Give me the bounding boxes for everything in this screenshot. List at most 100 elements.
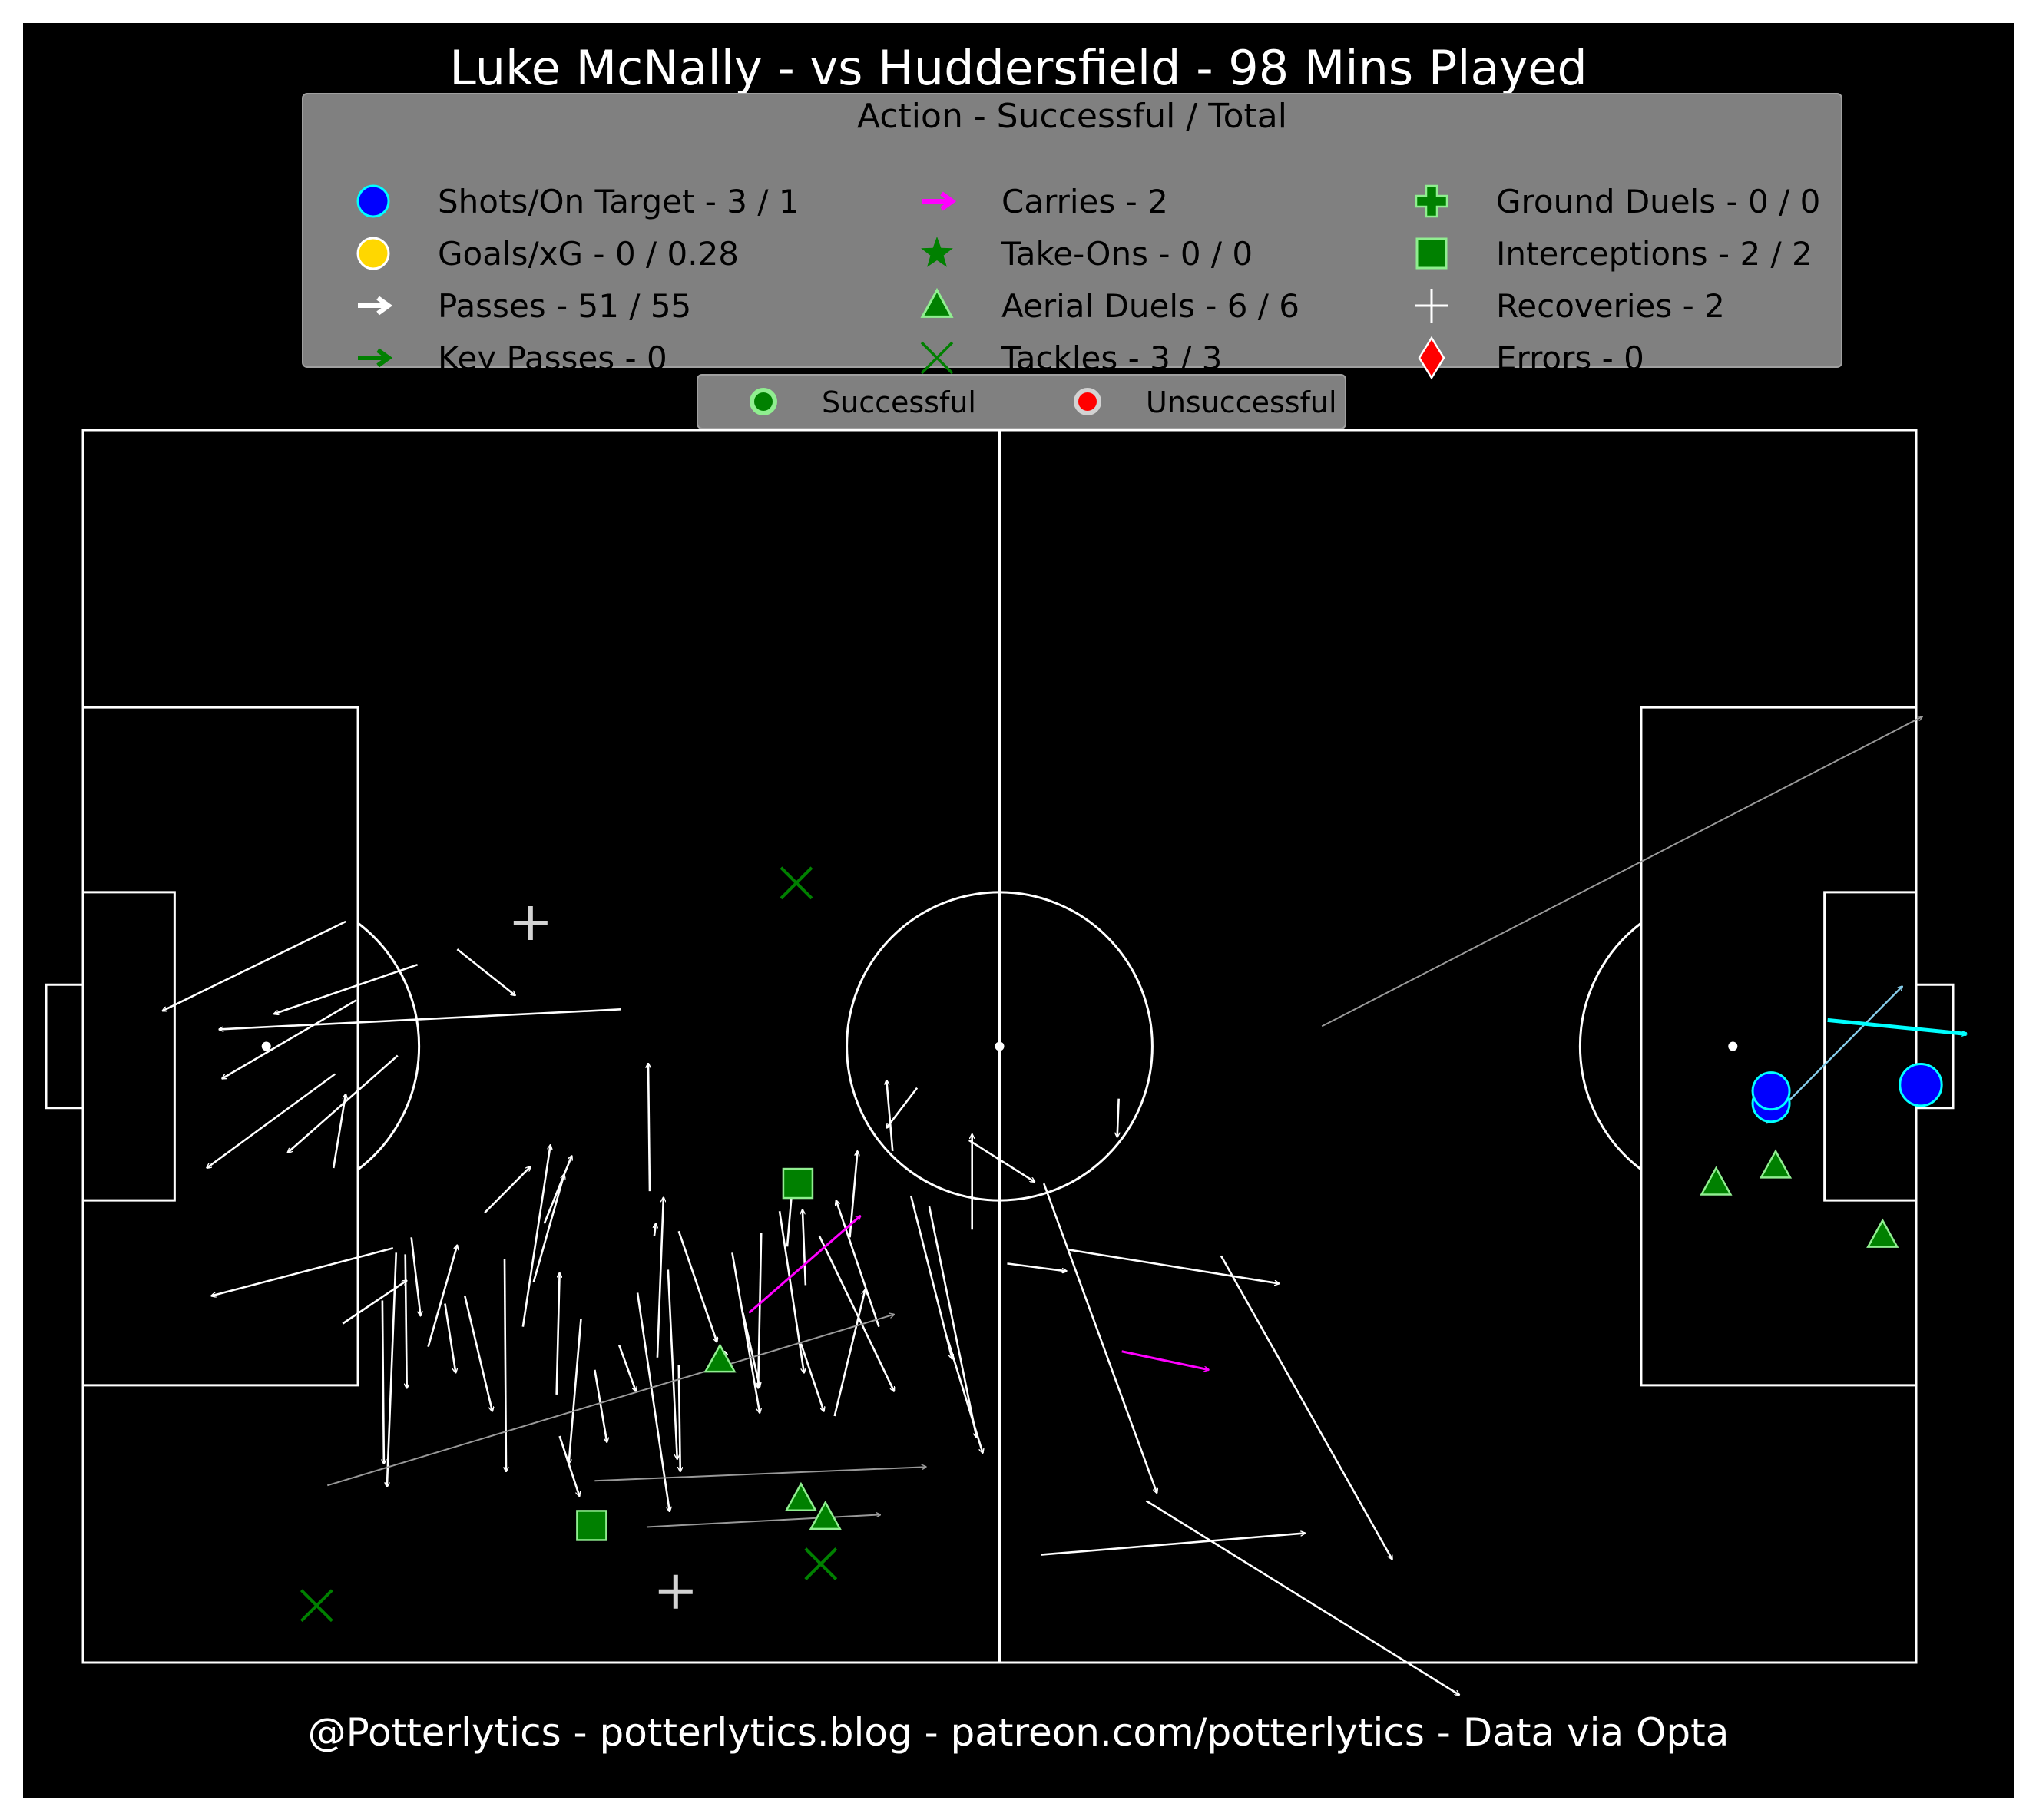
chart-title: Luke McNally - vs Huddersfield - 98 Mins… [449,40,1587,96]
pass-arrow [332,1094,346,1169]
pass-arrow [444,1303,455,1373]
left-penalty-spot [261,1041,271,1051]
pass-arrow [656,1197,664,1358]
incomplete-pass-arrow [326,1315,894,1487]
pass-arrow [648,1064,650,1192]
diamond-icon [1418,336,1445,380]
pass-arrow [886,1087,919,1128]
legend-label: Passes - 51 / 55 [438,287,691,325]
carry-arrow-icon [922,191,957,211]
legend-label: Shots/On Target - 3 / 1 [438,183,800,220]
unsuccessful-dot-icon [1074,388,1101,415]
shot-marker [1899,1062,1943,1107]
outcome-items: Successful Unsuccessful [750,386,1337,419]
pass-arrow [162,920,346,1012]
shot-marker [1751,1071,1791,1111]
pass-arrow [1007,1262,1067,1271]
pass-arrow [800,1343,824,1411]
pass-arrow [1041,1533,1305,1556]
pass-arrow [1220,1255,1393,1559]
incomplete-pass-arrow [1321,716,1922,1027]
pass-arrow [786,1193,792,1247]
pass-arrow [1068,1249,1280,1283]
aerial-duel-marker [1759,1149,1793,1179]
pitch [45,429,1955,1664]
legend-label: Errors - 0 [1496,339,1644,377]
pass-arrow [464,1296,492,1411]
pass-arrow [617,1345,636,1391]
pass-arrow [219,1008,621,1029]
centre-circle [846,891,1154,1202]
pass-arrow [211,1247,394,1296]
pass-arrow [521,1145,551,1327]
left-penalty-area [81,706,359,1387]
pass-arrow [677,1230,717,1342]
key-pass-arrow-icon-head [376,348,393,368]
pass-arrow [654,1223,656,1236]
aerial-duel-marker [809,1500,842,1530]
x-cross-icon [920,341,954,375]
interception-marker [576,1510,607,1541]
pass-arrow [406,1254,407,1388]
left-goal [45,983,84,1110]
shot-circle-icon [356,184,390,218]
pass-arrow [555,1272,560,1395]
recovery-marker [658,1574,693,1609]
right-penalty-arc [1578,922,1642,1171]
pass-arrow [569,1319,582,1464]
left-six-yard-box [81,891,176,1202]
incomplete-pass-arrow [646,1514,880,1528]
centre-spot [995,1041,1005,1051]
aerial-duel-marker [1866,1218,1899,1248]
pass-arrow [532,1174,564,1282]
pass-arrow [382,1300,384,1464]
tackle-marker [804,1547,838,1581]
pass-arrow-icon [358,296,393,316]
aerial-duel-marker [784,1481,818,1511]
plus-filled-icon [1415,184,1448,218]
pass-arrow [1042,1183,1157,1493]
chart-marks [162,716,1966,1695]
pass-arrow [543,1156,572,1224]
pass-arrow [222,999,357,1078]
pass-arrow [387,1252,398,1487]
legend-label: Tackles - 3 / 3 [1001,339,1222,377]
pass-map-chart: Luke McNally - vs Huddersfield - 98 Mins… [45,40,2014,1755]
pass-arrow [274,963,419,1014]
chart-footer: @Potterlytics - potterlytics.blog - patr… [308,1710,1730,1755]
pass-arrow [778,1210,804,1373]
pass-arrow [946,1339,983,1453]
legend-label: Carries - 2 [1001,183,1168,220]
outcome-label: Successful [822,386,976,419]
pass-arrow [410,1237,421,1315]
pass-arrow [484,1166,531,1214]
legend-label: Aerial Duels - 6 / 6 [1001,287,1299,325]
shot-line [1827,1018,1967,1034]
pass-arrow [505,1259,506,1471]
star-icon [921,237,953,267]
triangle-icon [920,287,954,318]
pass-arrow [636,1292,670,1512]
plus-icon [1415,289,1448,323]
right-goal [1915,983,1955,1110]
pass-arrow [427,1245,458,1348]
pass-arrow [667,1269,677,1459]
carry-arrow [748,1216,860,1314]
carry-arrow [1121,1350,1209,1370]
key-pass-arrow-icon [358,348,393,368]
pass-arrow [803,1209,807,1286]
legend-label: Ground Duels - 0 / 0 [1496,183,1820,220]
pass-arrow [342,1280,407,1325]
pass-arrow [1117,1098,1119,1137]
pass-arrow [558,1435,580,1496]
pass-arrow [968,1139,1035,1182]
pass-arrow [742,1312,760,1387]
pass-arrow [594,1369,607,1442]
legend-items: Shots/On Target - 3 / 1 Goals/xG - 0 / 0.… [356,183,1820,380]
legend-label: Interceptions - 2 / 2 [1496,235,1813,273]
goal-circle-icon [356,237,390,270]
pass-arrow [758,1233,763,1388]
tackle-marker [300,1589,333,1623]
outcome-legend-box [697,374,1346,429]
chart-frame: Luke McNally - vs Huddersfield - 98 Mins… [23,23,2014,1798]
